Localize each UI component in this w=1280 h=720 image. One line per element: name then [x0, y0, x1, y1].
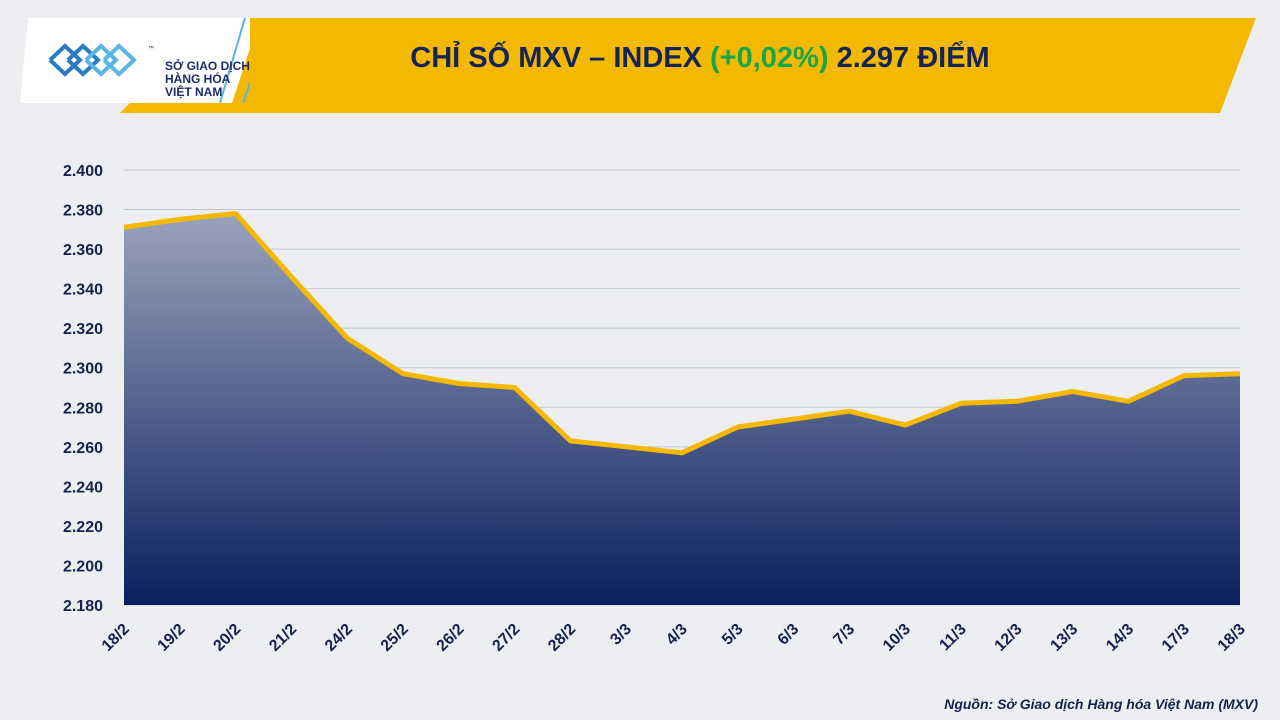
x-tick-label: 21/2 — [266, 621, 300, 655]
banner-shape — [120, 18, 1256, 113]
x-tick-label: 26/2 — [434, 621, 468, 655]
x-tick-label: 7/3 — [830, 621, 858, 649]
x-tick-label: 24/2 — [322, 621, 356, 655]
x-axis-ticks: 18/2 19/2 20/2 21/2 24/2 25/2 26/2 27/2 28/2 3/3 4… — [99, 621, 1249, 655]
title-change: (+0,02%) — [710, 42, 829, 74]
y-tick-label: 2.280 — [63, 400, 103, 417]
mxv-logo: SỞ GIAO DỊCH HÀNG HÓA VIỆT NAM ™ — [20, 17, 266, 119]
logo-line-1: SỞ GIAO DỊCH — [165, 59, 250, 73]
x-tick-label: 28/2 — [545, 621, 579, 655]
y-tick-label: 2.240 — [63, 479, 103, 496]
logo-line-2: HÀNG HÓA — [165, 72, 231, 86]
x-tick-label: 27/2 — [489, 621, 523, 655]
logo-line-3: VIỆT NAM — [165, 85, 223, 99]
title-main: CHỈ SỐ MXV – INDEX — [410, 42, 702, 74]
y-tick-label: 2.320 — [63, 321, 103, 338]
title-value: 2.297 ĐIỂM — [836, 42, 990, 74]
y-tick-label: 2.400 — [63, 163, 103, 180]
logo-text: SỞ GIAO DỊCH HÀNG HÓA VIỆT NAM — [165, 60, 250, 99]
x-tick-label: 4/3 — [663, 621, 691, 649]
y-tick-label: 2.340 — [63, 282, 103, 299]
index-area — [124, 213, 1240, 605]
y-tick-label: 2.200 — [63, 558, 103, 575]
x-tick-label: 14/3 — [1103, 621, 1137, 655]
source-note: Nguồn: Sở Giao dịch Hàng hóa Việt Nam (M… — [944, 696, 1258, 712]
y-tick-label: 2.220 — [63, 519, 103, 536]
y-tick-label: 2.180 — [63, 598, 103, 615]
x-tick-label: 18/2 — [99, 621, 133, 655]
index-line — [123, 211, 1241, 456]
x-tick-label: 12/3 — [992, 621, 1026, 655]
x-tick-label: 20/2 — [210, 621, 244, 655]
y-tick-label: 2.360 — [63, 242, 103, 259]
x-tick-label: 6/3 — [775, 621, 803, 649]
x-tick-label: 13/3 — [1047, 621, 1081, 655]
y-tick-label: 2.260 — [63, 440, 103, 457]
title-banner — [120, 18, 1256, 113]
x-tick-label: 17/3 — [1159, 621, 1193, 655]
x-tick-label: 19/2 — [155, 621, 189, 655]
y-tick-label: 2.300 — [63, 361, 103, 378]
x-tick-label: 10/3 — [880, 621, 914, 655]
logo-mark-icon — [48, 43, 137, 77]
chart-title: CHỈ SỐ MXV – INDEX (+0,02%) 2.297 ĐIỂM — [250, 28, 1150, 88]
y-axis-ticks: 2.180 2.200 2.220 2.240 2.260 2.280 2.300 2.320… — [63, 163, 103, 615]
x-tick-label: 25/2 — [378, 621, 412, 655]
y-tick-label: 2.380 — [63, 203, 103, 220]
x-tick-label: 11/3 — [936, 621, 969, 654]
x-tick-label: 5/3 — [719, 621, 747, 649]
logo-trademark: ™ — [148, 46, 154, 52]
x-tick-label: 18/3 — [1215, 621, 1249, 655]
x-tick-label: 3/3 — [607, 621, 635, 649]
